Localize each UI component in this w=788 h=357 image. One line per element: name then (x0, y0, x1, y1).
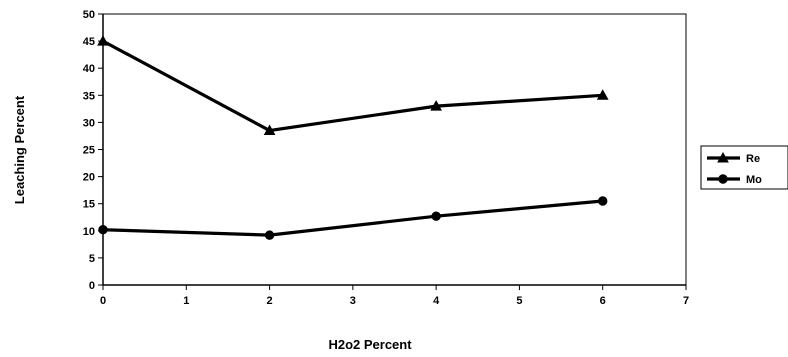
x-tick-label: 3 (350, 295, 356, 307)
x-tick-label: 0 (100, 295, 106, 307)
series-line-re (102, 39, 603, 133)
legend-label-re: Re (746, 153, 760, 165)
x-tick-label: 4 (433, 295, 440, 307)
x-tick-label: 6 (600, 295, 606, 307)
x-tick-label: 1 (183, 295, 189, 307)
data-point-mo (264, 230, 275, 240)
y-tick-label: 5 (89, 253, 95, 265)
y-tick-label: 50 (83, 9, 95, 21)
series-line-mo (102, 199, 603, 237)
y-tick-label: 45 (83, 36, 95, 48)
y-tick-label: 20 (83, 172, 95, 184)
y-tick-label: 40 (83, 63, 95, 75)
y-tick-label: 25 (83, 145, 95, 157)
x-tick-label: 2 (267, 295, 273, 307)
x-axis-ticks: 0 1 2 3 4 5 6 7 (100, 285, 689, 307)
data-point-mo (98, 225, 108, 235)
legend-box (700, 145, 788, 190)
data-point-re (263, 124, 276, 136)
y-tick-label: 35 (83, 90, 95, 102)
data-point-re (596, 89, 609, 100)
legend-marker-mo (718, 174, 728, 184)
y-tick-label: 0 (89, 280, 95, 292)
data-point-mo (598, 196, 608, 206)
y-tick-label: 30 (83, 117, 95, 129)
x-tick-label: 5 (516, 295, 522, 307)
data-point-re (97, 35, 109, 46)
x-axis-title: H2o2 Percent (328, 337, 412, 352)
legend: Re Mo (700, 145, 788, 190)
legend-items: Re Mo (707, 151, 762, 186)
y-tick-label: 15 (83, 199, 95, 211)
plot-area (102, 13, 687, 286)
legend-marker-re (717, 151, 729, 163)
data-point-mo (431, 211, 441, 221)
x-tick-label: 7 (683, 295, 689, 307)
y-axis-title: Leaching Percent (12, 95, 27, 204)
data-point-re (430, 100, 442, 111)
y-tick-label: 10 (83, 226, 95, 238)
series-layer (97, 35, 609, 240)
y-axis-ticks: 0 5 10 15 20 25 30 35 40 45 50 (83, 9, 103, 292)
legend-label-mo: Mo (746, 174, 762, 186)
